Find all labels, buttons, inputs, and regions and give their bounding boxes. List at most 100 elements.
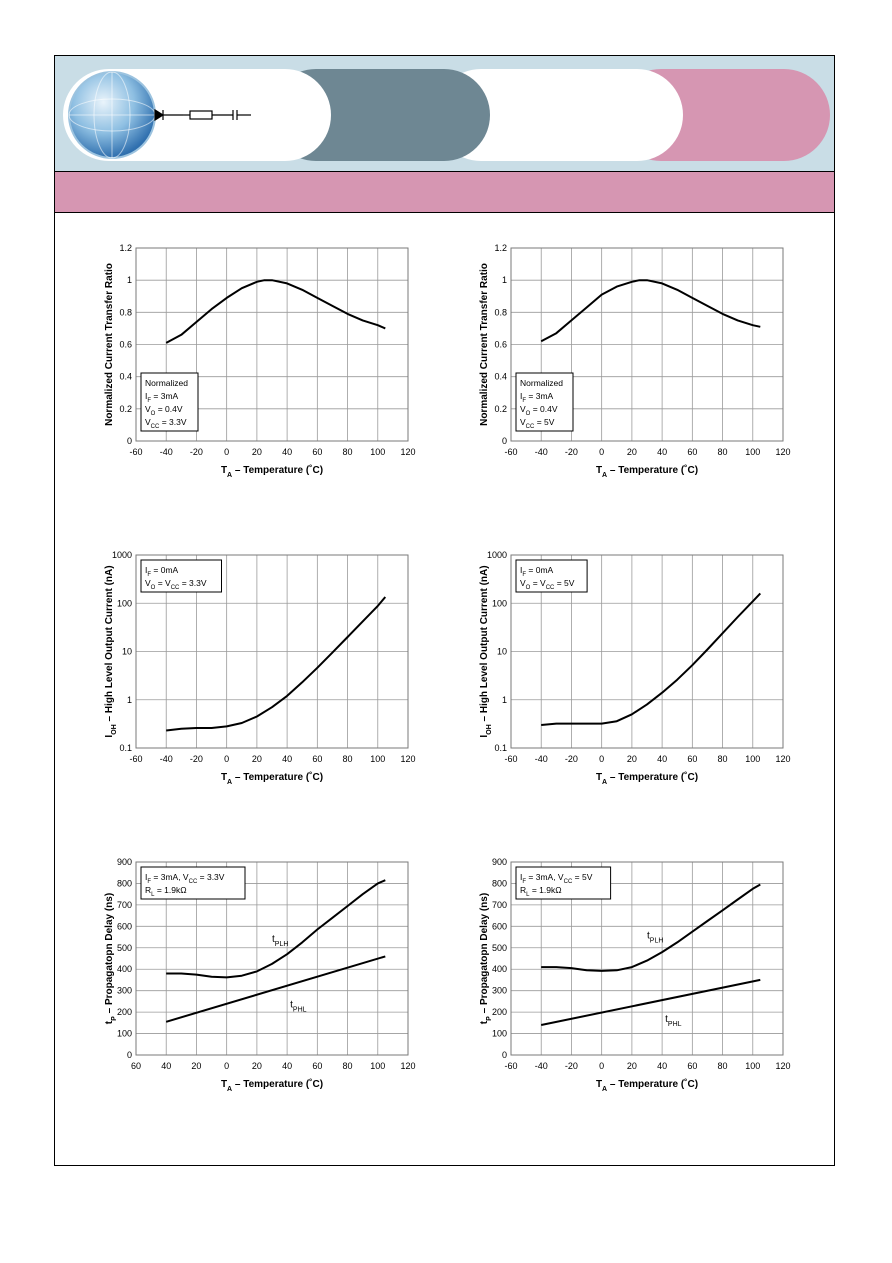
x-tick-label: 60	[131, 1061, 141, 1071]
legend-text: VO = 0.4V	[145, 404, 183, 417]
x-tick-label: 0	[599, 754, 604, 764]
y-axis-label: tP – Propagatopn Delay (ns)	[479, 893, 493, 1024]
x-axis-label: TA – Temperature (˚C)	[596, 771, 698, 786]
legend-text: VO = VCC = 3.3V	[145, 578, 207, 591]
dark-tab	[270, 69, 490, 161]
x-tick-label: 60	[687, 447, 697, 457]
x-tick-label: 120	[400, 447, 415, 457]
x-tick-label: -60	[129, 754, 142, 764]
y-tick-label: 900	[117, 857, 132, 867]
x-axis-label: TA – Temperature (˚C)	[596, 1078, 698, 1093]
y-tick-label: 100	[117, 598, 132, 608]
title-bar	[55, 172, 834, 213]
x-axis-label: TA – Temperature (˚C)	[221, 1078, 323, 1093]
y-tick-label: 0.8	[494, 307, 507, 317]
x-tick-label: 20	[627, 754, 637, 764]
legend-text: IF = 3mA, VCC = 3.3V	[145, 872, 225, 885]
x-tick-label: 120	[400, 754, 415, 764]
series-line-1	[540, 279, 761, 343]
y-tick-label: 400	[492, 964, 507, 974]
x-tick-label: 0	[599, 1061, 604, 1071]
x-tick-label: 100	[745, 1061, 760, 1071]
curve-label-tphl: tPHL	[290, 1000, 307, 1014]
y-axis-label: tP – Propagatopn Delay (ns)	[104, 893, 118, 1024]
globe-logo-icon	[68, 71, 156, 159]
y-tick-label: 0.6	[494, 340, 507, 350]
chart-ioh-5v: -60 -40 -20 0 20 40 60 80 100 120 0.1 1 10 100 1000 TA …	[479, 550, 791, 786]
x-tick-label: -40	[160, 754, 173, 764]
chart-ioh-3v3: -60 -40 -20 0 20 40 60 80 100 120 0.1 1 10 100 1000 TA …	[104, 550, 416, 786]
x-tick-label: -40	[535, 754, 548, 764]
y-tick-label: 1	[502, 275, 507, 285]
series-line-1	[166, 879, 386, 979]
header-banner	[55, 56, 834, 172]
x-tick-label: 40	[657, 1061, 667, 1071]
y-tick-label: 0.4	[494, 372, 507, 382]
series-line-2	[165, 955, 386, 1023]
white-tab	[435, 69, 683, 161]
plot-border	[510, 861, 784, 1056]
page-frame	[54, 55, 835, 1166]
x-tick-label: -40	[535, 447, 548, 457]
y-tick-label: 0.6	[119, 340, 132, 350]
plot-border	[135, 554, 409, 749]
y-tick-label: 0.2	[494, 404, 507, 414]
legend-text: Normalized	[520, 378, 563, 388]
header-graphic	[63, 69, 830, 161]
x-tick-label: 20	[627, 1061, 637, 1071]
y-tick-label: 100	[117, 1029, 132, 1039]
x-tick-label: 60	[312, 754, 322, 764]
x-tick-label: 80	[718, 754, 728, 764]
x-tick-label: 120	[400, 1061, 415, 1071]
chart-tp-5v: -60 -40 -20 0 20 40 60 80 100 120 0 100 200 300 400 500…	[479, 857, 791, 1093]
x-tick-label: 60	[312, 1061, 322, 1071]
legend-box	[140, 372, 199, 432]
plot-border	[135, 247, 409, 442]
x-tick-label: 120	[775, 447, 790, 457]
y-tick-label: 300	[492, 986, 507, 996]
y-tick-label: 900	[492, 857, 507, 867]
x-tick-label: 60	[687, 754, 697, 764]
y-tick-label: 0	[127, 1050, 132, 1060]
y-tick-label: 100	[492, 1029, 507, 1039]
y-tick-label: 700	[117, 900, 132, 910]
y-tick-label: 1.2	[119, 243, 132, 253]
legend-box	[515, 559, 588, 593]
legend-text: VO = VCC = 5V	[520, 578, 575, 591]
x-tick-label: -20	[190, 754, 203, 764]
series-line-1	[165, 279, 386, 344]
y-tick-label: 0	[502, 436, 507, 446]
x-tick-label: 0	[224, 754, 229, 764]
x-tick-label: -40	[160, 447, 173, 457]
y-tick-label: 300	[117, 986, 132, 996]
x-tick-label: 100	[745, 447, 760, 457]
y-axis-label: IOH – High Level Output Current (nA)	[104, 565, 118, 737]
x-tick-label: 40	[282, 1061, 292, 1071]
x-tick-label: 60	[312, 447, 322, 457]
x-tick-label: 0	[224, 1061, 229, 1071]
x-tick-label: -20	[565, 1061, 578, 1071]
y-tick-label: 0.8	[119, 307, 132, 317]
legend-text: RL = 1.9kΩ	[145, 885, 187, 898]
legend-text: IF = 3mA	[145, 391, 179, 404]
y-tick-label: 100	[492, 598, 507, 608]
legend-text: IF = 0mA	[520, 565, 554, 578]
x-tick-label: 80	[343, 754, 353, 764]
y-tick-label: 800	[117, 878, 132, 888]
x-tick-label: 100	[370, 447, 385, 457]
y-tick-label: 0	[502, 1050, 507, 1060]
y-axis-label: IOH – High Level Output Current (nA)	[479, 565, 493, 737]
chart-ctr-3v3: -60 -40 -20 0 20 40 60 80 100 120 0 0.2 0.4 0.6 0.8 1 1.…	[104, 243, 416, 479]
y-tick-label: 1000	[487, 550, 507, 560]
curve-label-tplh: tPLH	[272, 934, 288, 948]
x-tick-label: -60	[129, 447, 142, 457]
x-tick-label: -20	[565, 754, 578, 764]
plot-border	[135, 861, 409, 1056]
x-tick-label: 100	[370, 1061, 385, 1071]
y-tick-label: 700	[492, 900, 507, 910]
legend-text: RL = 1.9kΩ	[520, 885, 562, 898]
x-tick-label: 40	[282, 447, 292, 457]
x-axis-label: TA – Temperature (˚C)	[221, 771, 323, 786]
x-tick-label: 40	[657, 754, 667, 764]
y-tick-label: 500	[117, 943, 132, 953]
